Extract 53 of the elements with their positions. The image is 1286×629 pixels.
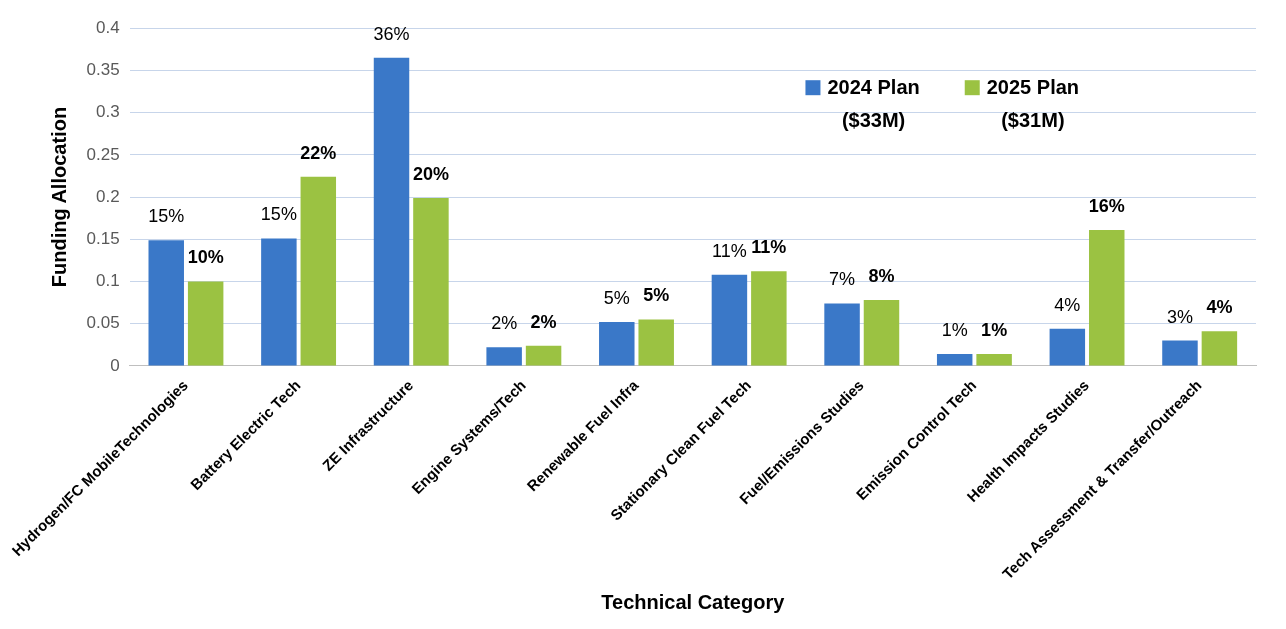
bar: [525, 345, 562, 366]
data-label: 2%: [530, 311, 557, 332]
bar: [413, 197, 449, 366]
bar: [1201, 331, 1238, 366]
data-label: 7%: [829, 269, 856, 290]
data-label: 15%: [260, 204, 297, 225]
y-tick-label: 0.35: [86, 60, 120, 80]
bar: [824, 303, 860, 366]
data-label: 10%: [187, 247, 224, 268]
bar: [1089, 230, 1125, 366]
bar: [373, 57, 410, 366]
data-label: 4%: [1054, 294, 1081, 315]
bar: [261, 238, 297, 366]
data-label: 3%: [1166, 306, 1193, 327]
data-label: 16%: [1088, 195, 1125, 216]
data-label: 15%: [148, 206, 185, 227]
x-axis-title: Technical Category: [601, 590, 786, 613]
y-tick-label: 0.25: [86, 144, 120, 164]
legend-label: 2024 Plan ($33M): [827, 75, 920, 131]
data-label: 2%: [491, 313, 518, 334]
data-label: 8%: [868, 266, 895, 287]
bar: [638, 319, 674, 366]
data-label: 20%: [412, 163, 449, 184]
bar: [711, 274, 748, 366]
legend-label: 2025 Plan ($31M): [986, 75, 1080, 131]
bar: [936, 354, 973, 366]
y-axis-title: Funding Allocation: [48, 106, 71, 288]
bar: [751, 271, 787, 366]
bar: [1049, 328, 1086, 366]
data-label: 4%: [1206, 297, 1233, 318]
data-label: 5%: [643, 285, 670, 306]
data-label: 22%: [300, 142, 337, 163]
bar: [976, 354, 1012, 366]
data-label: 1%: [941, 320, 968, 341]
data-label: 5%: [603, 288, 630, 308]
y-tick-label: 0.3: [95, 102, 120, 122]
y-tick-label: 0.2: [95, 186, 120, 206]
bar: [863, 300, 900, 366]
bar: [300, 176, 337, 366]
y-tick-label: 0: [110, 355, 120, 375]
y-tick-label: 0.4: [95, 17, 120, 37]
bar: [1162, 340, 1198, 366]
data-label: 36%: [373, 23, 410, 44]
bar: [148, 240, 184, 366]
y-tick-label: 0.05: [86, 313, 120, 333]
bar: [599, 322, 635, 366]
y-tick-label: 0.1: [95, 271, 120, 291]
data-label: 1%: [981, 320, 1008, 341]
data-label: 11%: [751, 237, 787, 258]
y-tick-label: 0.15: [86, 228, 120, 248]
bar: [187, 281, 224, 366]
data-label: 11%: [712, 240, 747, 261]
bar: [486, 347, 522, 366]
